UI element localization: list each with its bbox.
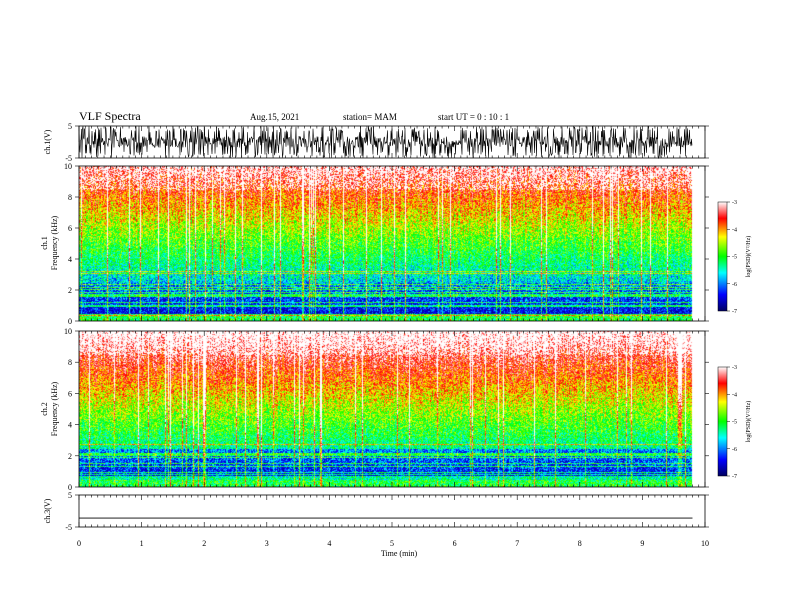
y-tick-label: 2	[68, 286, 72, 295]
ch3-ylabel: ch.3(V)	[43, 498, 52, 523]
x-tick-label: 0	[77, 539, 81, 548]
x-axis-label: Time (min)	[381, 549, 418, 558]
ch1-colorbar	[717, 201, 728, 312]
x-tick-label: 6	[453, 539, 457, 548]
colorbar-tick-label: -6	[732, 282, 737, 288]
y-tick-label: 4	[68, 255, 72, 264]
y-tick-label: 5	[68, 491, 72, 500]
colorbar-tick-label: -7	[732, 309, 737, 315]
ch2-spec-ylabel: Frequency (kHz)	[50, 381, 59, 436]
colorbar-tick-label: -5	[732, 255, 737, 261]
colorbar-tick-label: -5	[732, 420, 737, 426]
colorbar-tick-label: -3	[732, 200, 737, 206]
colorbar-tick-label: -4	[732, 392, 737, 398]
y-tick-label: -5	[65, 154, 72, 163]
ch1-ylabel: ch.1(V)	[43, 129, 52, 154]
y-tick-label: 0	[68, 317, 72, 326]
x-tick-label: 2	[202, 539, 206, 548]
y-tick-label: 6	[68, 389, 72, 398]
x-tick-label: 3	[265, 539, 269, 548]
y-tick-label: 4	[68, 421, 72, 430]
x-tick-label: 10	[701, 539, 709, 548]
colorbar-tick-label: -4	[732, 227, 737, 233]
ch1-spec-ylabel: ch.1	[40, 236, 49, 250]
y-tick-label: -5	[65, 523, 72, 532]
start-time-label: start UT = 0 : 10 : 1	[438, 112, 510, 122]
x-tick-label: 4	[327, 539, 331, 548]
x-tick-label: 1	[140, 539, 144, 548]
y-tick-label: 0	[68, 483, 72, 492]
colorbar-tick-label: -7	[732, 474, 737, 480]
y-tick-label: 8	[68, 358, 72, 367]
ch2-spectrogram	[79, 331, 705, 487]
date-label: Aug.15, 2021	[250, 112, 300, 122]
colorbar-tick-label: -3	[732, 365, 737, 371]
x-tick-label: 8	[578, 539, 582, 548]
y-tick-label: 10	[64, 327, 72, 336]
y-tick-label: 10	[64, 162, 72, 171]
colorbar-tick-label: -6	[732, 447, 737, 453]
ch2-spec-ylabel: ch.2	[40, 402, 49, 416]
colorbar-label: log(PSD)(V²/Hz)	[745, 401, 752, 442]
ch1-waveform	[78, 125, 693, 160]
y-tick-label: 2	[68, 452, 72, 461]
chart-title: VLF Spectra	[79, 109, 141, 123]
waveform-layer	[78, 125, 693, 519]
y-tick-label: 8	[68, 193, 72, 202]
ch1-spec-ylabel: Frequency (kHz)	[50, 215, 59, 270]
colorbar-label: log(PSD)(V²/Hz)	[745, 236, 752, 277]
y-tick-label: 5	[68, 122, 72, 131]
station-label: station= MAM	[343, 112, 397, 122]
x-tick-label: 9	[640, 539, 644, 548]
ch1-spectrogram	[79, 166, 705, 321]
ch2-colorbar	[717, 366, 728, 477]
spectrogram-layer	[79, 166, 705, 487]
x-tick-label: 7	[515, 539, 519, 548]
y-tick-label: 6	[68, 224, 72, 233]
x-tick-label: 5	[390, 539, 394, 548]
